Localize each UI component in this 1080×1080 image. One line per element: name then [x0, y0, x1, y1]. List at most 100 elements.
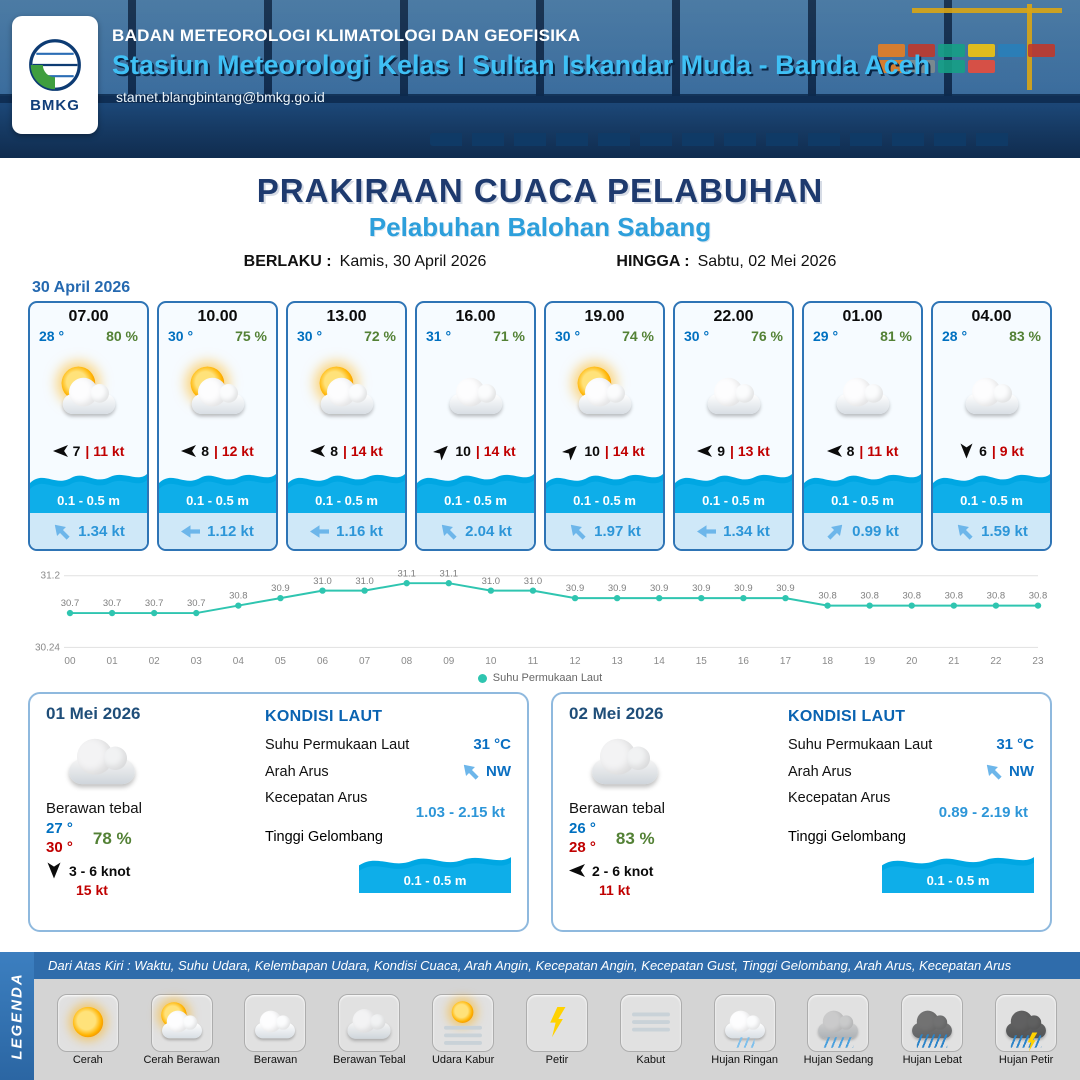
weather-icon	[622, 1001, 679, 1045]
current-speed: 1.59 kt	[981, 522, 1028, 540]
weather-icon	[528, 1001, 585, 1045]
current-speed-value: 0.89 - 2.19 kt	[938, 804, 1028, 821]
weather-icon	[954, 365, 1029, 423]
container-block	[998, 44, 1025, 57]
cloud-icon	[578, 377, 631, 414]
wave-height-band: 0.1 - 0.5 m	[882, 847, 1034, 893]
svg-text:30.9: 30.9	[734, 582, 752, 593]
current-direction-row: Arah Arus NW	[265, 763, 511, 780]
wind-row: 10 14 kt	[417, 443, 534, 463]
valid-from-label: BERLAKU :	[243, 253, 332, 270]
valid-from-value: Kamis, 30 April 2026	[339, 253, 487, 270]
svg-text:30.8: 30.8	[860, 590, 878, 601]
current-row: 1.59 kt	[933, 513, 1050, 549]
cloud-icon	[161, 1010, 202, 1038]
temperature-minmax: 27 ° 30 °	[46, 820, 73, 858]
svg-text:30.8: 30.8	[1029, 590, 1047, 601]
humidity: 75 %	[235, 328, 267, 344]
current-speed-row: Kecepatan Arus	[265, 790, 511, 806]
wind-speed: 6	[979, 443, 987, 459]
legend-item-label: Udara Kabur	[431, 1053, 495, 1066]
wind-speed: 10	[584, 443, 600, 459]
cloud-icon	[347, 1008, 391, 1039]
humidity: 71 %	[493, 328, 525, 344]
current-direction-row: Arah Arus NW	[788, 763, 1034, 780]
svg-text:04: 04	[233, 656, 245, 667]
cloud-icon	[255, 1010, 296, 1038]
cloud-icon	[449, 377, 502, 414]
legend-dot-icon	[477, 673, 487, 683]
svg-text:30.8: 30.8	[903, 590, 921, 601]
legend-items-row: Cerah Cerah Berawan Berawan Berawan Teba…	[34, 979, 1080, 1080]
svg-text:30.9: 30.9	[271, 582, 289, 593]
container-block	[908, 60, 935, 73]
gust-speed: 12 kt	[214, 443, 254, 459]
svg-text:00: 00	[64, 656, 76, 667]
wave-height: 0.1 - 0.5 m	[573, 493, 636, 508]
temperature-min: 26 °	[569, 820, 596, 837]
air-temperature: 30 °	[684, 328, 710, 344]
legend-item: Hujan Ringan	[699, 993, 791, 1066]
daily-date: 02 Mei 2026	[569, 704, 664, 723]
wave-icon	[288, 474, 405, 513]
crane-icon	[912, 8, 1062, 13]
legend-item: Hujan Sedang	[792, 993, 884, 1066]
temperature-min: 27 °	[46, 820, 73, 837]
wave-height: 0.1 - 0.5 m	[960, 493, 1023, 508]
wave-height: 0.1 - 0.5 m	[186, 493, 249, 508]
humidity: 83 %	[615, 828, 655, 848]
wave-height-label: Tinggi Gelombang	[788, 829, 906, 845]
forecast-time: 04.00	[971, 308, 1012, 325]
gust-speed: 14 kt	[605, 443, 645, 459]
forecast-time: 13.00	[326, 308, 367, 325]
svg-text:30.7: 30.7	[61, 597, 79, 608]
svg-text:31.1: 31.1	[440, 567, 458, 578]
svg-text:15: 15	[696, 656, 708, 667]
container-block	[908, 44, 935, 57]
legend-icon-tile	[338, 993, 401, 1052]
weather-icon-row	[546, 344, 663, 443]
container-block	[968, 60, 995, 73]
cloud-icon	[62, 377, 115, 414]
cloud-icon	[191, 377, 244, 414]
weather-icon	[438, 365, 513, 423]
svg-text:07: 07	[359, 656, 371, 667]
legend-item-label: Petir	[545, 1053, 569, 1066]
legend-title: LEGENDA	[8, 972, 26, 1060]
svg-text:11: 11	[528, 656, 539, 667]
wind-direction-icon	[310, 445, 325, 457]
current-speed-value: 1.03 - 2.15 kt	[415, 804, 505, 821]
waiting-seats-decoration	[430, 133, 1010, 146]
cloud-icon	[1006, 1010, 1047, 1038]
wind-direction-icon	[961, 444, 973, 459]
legend-icon-tile	[713, 993, 776, 1052]
gust-speed: 14 kt	[343, 443, 383, 459]
container-block	[938, 60, 965, 73]
legend-icon-tile	[901, 993, 964, 1052]
wave-icon	[417, 474, 534, 513]
svg-text:10: 10	[485, 656, 497, 667]
cloud-icon	[836, 377, 889, 414]
current-speed: 1.34 kt	[723, 522, 770, 540]
current-direction-icon	[437, 519, 461, 543]
humidity: 76 %	[751, 328, 783, 344]
temp-humidity-row: 28 ° 83 %	[933, 326, 1050, 344]
svg-text:17: 17	[780, 656, 792, 667]
current-speed-label: Kecepatan Arus	[265, 790, 368, 806]
gust-speed: 13 kt	[730, 443, 770, 459]
weather-icon	[59, 727, 146, 794]
humidity: 74 %	[622, 328, 654, 344]
wind-row: 8 14 kt	[288, 443, 405, 463]
weather-icon	[567, 365, 642, 423]
legend-item: Berawan	[229, 993, 321, 1066]
current-row: 2.04 kt	[417, 513, 534, 549]
legend-icon-tile	[56, 993, 119, 1052]
wave-height-band: 0.1 - 0.5 m	[933, 463, 1050, 513]
svg-text:30.8: 30.8	[945, 590, 963, 601]
page-title: PRAKIRAAN CUACA PELABUHAN	[256, 172, 824, 209]
svg-text:06: 06	[317, 656, 329, 667]
station-email: stamet.blangbintang@bmkg.go.id	[116, 89, 325, 105]
weather-icon	[309, 365, 384, 423]
wave-icon	[30, 474, 147, 513]
header-text-block: BADAN METEOROLOGI KLIMATOLOGI DAN GEOFIS…	[112, 26, 930, 105]
